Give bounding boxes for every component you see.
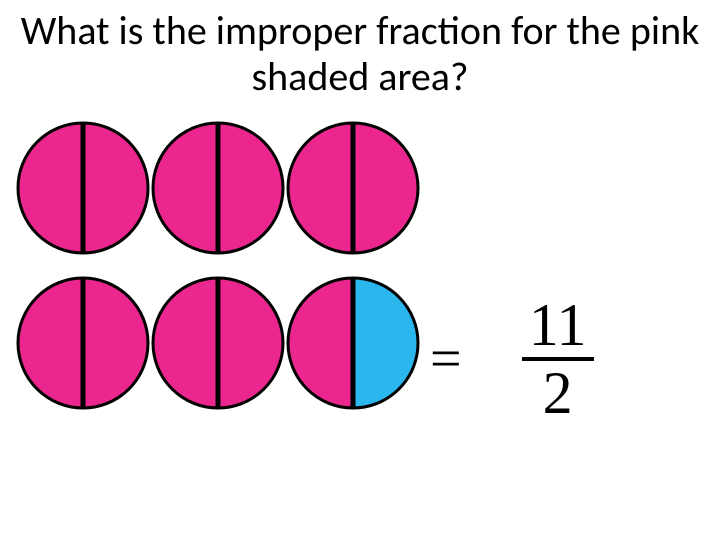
fraction: 11 2: [522, 295, 594, 423]
slide: What is the improper fraction for the pi…: [0, 0, 720, 540]
fraction-denominator: 2: [543, 363, 573, 423]
fraction-circle: [285, 120, 421, 261]
fraction-circle: [285, 275, 421, 416]
fraction-circle: [15, 275, 151, 416]
fraction-circle: [15, 120, 151, 261]
question-text: What is the improper fraction for the pi…: [0, 8, 720, 100]
fraction-circle: [150, 275, 286, 416]
equals-sign: =: [430, 327, 462, 391]
fraction-circle: [150, 120, 286, 261]
fraction-numerator: 11: [529, 295, 587, 355]
equation: = 11 2: [430, 295, 594, 423]
